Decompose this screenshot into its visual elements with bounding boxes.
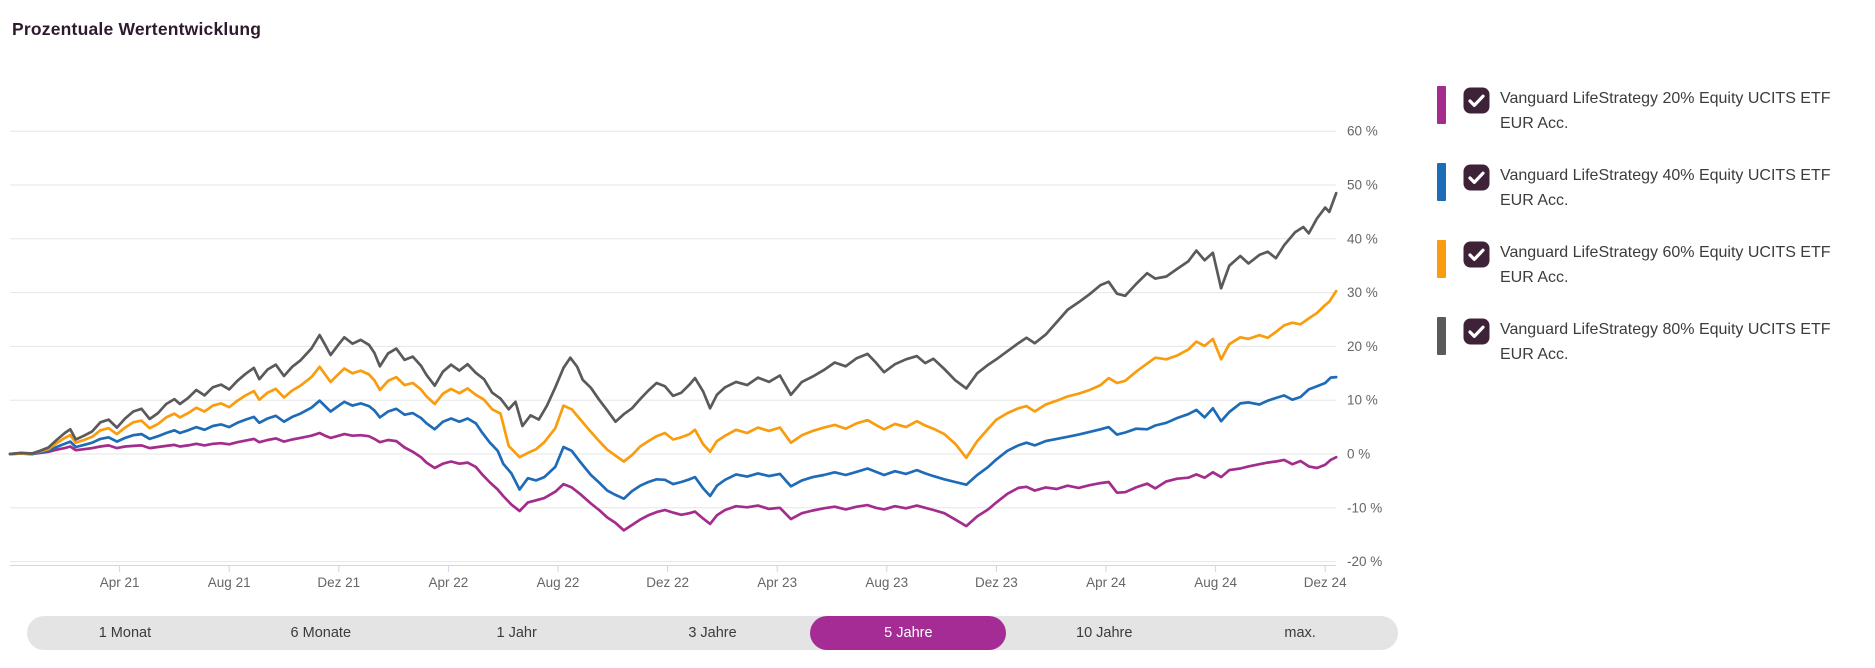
y-axis-tick-label: 40 %: [1347, 231, 1378, 246]
range-button-max[interactable]: max.: [1202, 616, 1398, 650]
legend-checkbox[interactable]: [1463, 241, 1490, 268]
checkmark-icon: [1468, 94, 1485, 107]
performance-chart[interactable]: 60 %50 %40 %30 %20 %10 %0 %-10 %-20 %Apr…: [0, 60, 1430, 605]
y-axis-tick-label: 60 %: [1347, 124, 1378, 139]
x-axis-tick-label: Dez 23: [975, 575, 1018, 590]
x-axis-tick-label: Dez 21: [317, 575, 360, 590]
legend-checkbox[interactable]: [1463, 164, 1490, 191]
range-button-1-monat[interactable]: 1 Monat: [27, 616, 223, 650]
legend-label[interactable]: Vanguard LifeStrategy 40% Equity UCITS E…: [1500, 167, 1831, 209]
y-axis-tick-label: -20 %: [1347, 554, 1382, 569]
legend-label[interactable]: Vanguard LifeStrategy 20% Equity UCITS E…: [1500, 90, 1831, 132]
y-axis-tick-label: 30 %: [1347, 285, 1378, 300]
range-button-6-monate[interactable]: 6 Monate: [223, 616, 419, 650]
x-axis-tick-label: Apr 24: [1086, 575, 1126, 590]
legend-color-bar: [1437, 240, 1446, 278]
legend-label[interactable]: Vanguard LifeStrategy 80% Equity UCITS E…: [1500, 321, 1831, 363]
legend-color-bar: [1437, 163, 1446, 201]
chart-legend: Vanguard LifeStrategy 20% Equity UCITS E…: [1437, 86, 1867, 394]
x-axis-tick-label: Aug 23: [865, 575, 908, 590]
checkbox-box: [1463, 164, 1490, 191]
checkmark-icon: [1468, 325, 1485, 338]
checkmark-icon: [1468, 248, 1485, 261]
time-range-selector: 1 Monat 6 Monate 1 Jahr 3 Jahre 5 Jahre 10 Ja…: [27, 616, 1398, 650]
series-line-vanguard-lifestrategy-60-equity-ucits-etf-eur-acc[interactable]: [8, 289, 1338, 463]
legend-item-vanguard-lifestrategy-20-equity-ucits-etf-eur-acc: Vanguard LifeStrategy 20% Equity UCITS E…: [1437, 86, 1867, 136]
y-axis-tick-label: 20 %: [1347, 339, 1378, 354]
checkbox-box: [1463, 241, 1490, 268]
x-axis-tick-label: Apr 22: [429, 575, 469, 590]
x-axis-tick-label: Dez 22: [646, 575, 689, 590]
series-line-vanguard-lifestrategy-20-equity-ucits-etf-eur-acc[interactable]: [8, 431, 1338, 532]
legend-color-bar: [1437, 86, 1446, 124]
x-axis-tick-label: Aug 24: [1194, 575, 1237, 590]
y-axis-tick-label: 0 %: [1347, 447, 1370, 462]
y-axis-tick-label: 10 %: [1347, 393, 1378, 408]
page-title: Prozentuale Wertentwicklung: [12, 19, 262, 39]
legend-checkbox[interactable]: [1463, 87, 1490, 114]
y-axis-labels: 60 % 50 % 40 % 30 % 20 % 10 % 0 % -10 % -20 %: [1347, 124, 1382, 569]
checkbox-box: [1463, 87, 1490, 114]
series-line-vanguard-lifestrategy-40-equity-ucits-etf-eur-acc[interactable]: [8, 375, 1338, 501]
range-button-10-jahre[interactable]: 10 Jahre: [1006, 616, 1202, 650]
x-axis-tick-label: Dez 24: [1304, 575, 1347, 590]
checkbox-box: [1463, 318, 1490, 345]
gridlines: [10, 130, 1336, 563]
x-axis-tick-label: Apr 23: [757, 575, 797, 590]
chart-plot-area: 60 % 50 % 40 % 30 % 20 % 10 % 0 % -10 % -20 % Apr…: [0, 60, 1430, 605]
y-axis-tick-label: 50 %: [1347, 178, 1378, 193]
x-axis-tick-label: Aug 22: [537, 575, 580, 590]
x-axis: Apr 21 Aug 21 Dez 21 Apr 22 Aug 22 Dez 22 Apr …: [10, 565, 1347, 590]
x-axis-tick-label: Aug 21: [208, 575, 251, 590]
series-lines: [8, 191, 1338, 532]
range-button-3-jahre[interactable]: 3 Jahre: [615, 616, 811, 650]
legend-label[interactable]: Vanguard LifeStrategy 60% Equity UCITS E…: [1500, 244, 1831, 286]
x-axis-tick-label: Apr 21: [100, 575, 140, 590]
legend-item-vanguard-lifestrategy-60-equity-ucits-etf-eur-acc: Vanguard LifeStrategy 60% Equity UCITS E…: [1437, 240, 1867, 290]
y-axis-tick-label: -10 %: [1347, 500, 1382, 515]
legend-item-vanguard-lifestrategy-80-equity-ucits-etf-eur-acc: Vanguard LifeStrategy 80% Equity UCITS E…: [1437, 317, 1867, 367]
legend-color-bar: [1437, 317, 1446, 355]
legend-item-vanguard-lifestrategy-40-equity-ucits-etf-eur-acc: Vanguard LifeStrategy 40% Equity UCITS E…: [1437, 163, 1867, 213]
legend-checkbox[interactable]: [1463, 318, 1490, 345]
range-button-1-jahr[interactable]: 1 Jahr: [419, 616, 615, 650]
series-line-vanguard-lifestrategy-80-equity-ucits-etf-eur-acc[interactable]: [8, 191, 1338, 456]
range-button-5-jahre[interactable]: 5 Jahre: [810, 616, 1007, 650]
checkmark-icon: [1468, 171, 1485, 184]
